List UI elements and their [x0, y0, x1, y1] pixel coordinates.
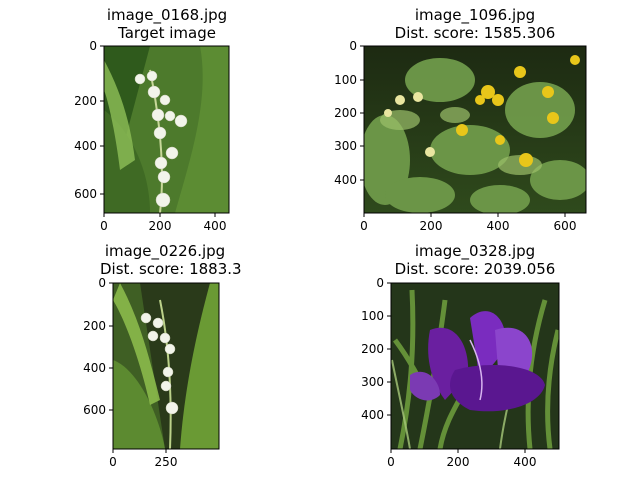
panel-2-xtick-3: 600 — [554, 219, 577, 233]
panel-3-ytick-3: 600 — [83, 403, 106, 417]
panel-2-ytick-4: 400 — [334, 173, 357, 187]
panel-2-image — [364, 46, 586, 213]
panel-2-frame — [363, 45, 587, 214]
panel-2-xtick-2: 400 — [487, 219, 510, 233]
panel-1-image — [104, 46, 229, 213]
panel-2-ytick-1: 100 — [334, 73, 357, 87]
panel-4-ytick-4: 400 — [361, 408, 384, 422]
panel-4-ytick-3: 300 — [361, 375, 384, 389]
panel-3-subtitle: Dist. score: 1883.3 — [100, 260, 242, 278]
panel-4-ytick-1: 100 — [361, 309, 384, 323]
panel-4-ytick-2: 200 — [361, 342, 384, 356]
panel-2-filename: image_1096.jpg — [414, 6, 536, 24]
panel-1-ytick-2: 400 — [74, 139, 97, 153]
panel-4-image — [391, 283, 559, 449]
panel-1-xtick-2: 400 — [204, 219, 227, 233]
panel-2-title: image_1096.jpg Dist. score: 1585.306 — [364, 6, 586, 42]
panel-2-xtick-0: 0 — [360, 219, 368, 233]
panel-1-xtick-0: 0 — [100, 219, 108, 233]
panel-1-frame — [103, 45, 230, 214]
panel-3-image — [113, 283, 219, 449]
panel-2-subtitle: Dist. score: 1585.306 — [394, 24, 556, 42]
panel-3-ticks — [109, 282, 167, 453]
panel-1-xtick-1: 200 — [149, 219, 172, 233]
panel-4-subtitle: Dist. score: 2039.056 — [394, 260, 556, 278]
panel-3-ytick-2: 400 — [83, 361, 106, 375]
panel-1-ytick-3: 600 — [74, 187, 97, 201]
panel-2-ytick-0: 0 — [349, 39, 357, 53]
panel-3-ytick-1: 200 — [83, 319, 106, 333]
panel-1-subtitle: Target image — [118, 24, 216, 42]
panel-3-xtick-0: 0 — [109, 455, 117, 469]
panel-1-ytick-0: 0 — [89, 39, 97, 53]
panel-4-frame — [390, 282, 560, 450]
panel-4-ytick-0: 0 — [376, 276, 384, 290]
panel-2-ticks — [360, 45, 566, 217]
panel-2-xtick-1: 200 — [420, 219, 443, 233]
panel-1-filename: image_0168.jpg — [106, 6, 228, 24]
panel-1-title: image_0168.jpg Target image — [105, 6, 229, 42]
panel-4-xtick-2: 400 — [514, 455, 537, 469]
panel-4-xtick-0: 0 — [387, 455, 395, 469]
panel-3-title: image_0226.jpg Dist. score: 1883.3 — [100, 242, 242, 278]
panel-3-filename: image_0226.jpg — [104, 242, 226, 260]
panel-1-ticks — [100, 45, 216, 217]
panel-3-xtick-1: 250 — [155, 455, 178, 469]
panel-3-ytick-0: 0 — [98, 276, 106, 290]
panel-2-ytick-3: 300 — [334, 139, 357, 153]
panel-4-xtick-1: 200 — [447, 455, 470, 469]
panel-1-ytick-1: 200 — [74, 94, 97, 108]
panel-4-title: image_0328.jpg Dist. score: 2039.056 — [364, 242, 586, 278]
panel-2-ytick-2: 200 — [334, 106, 357, 120]
panel-4-ticks — [387, 282, 526, 453]
panel-4-filename: image_0328.jpg — [414, 242, 536, 260]
